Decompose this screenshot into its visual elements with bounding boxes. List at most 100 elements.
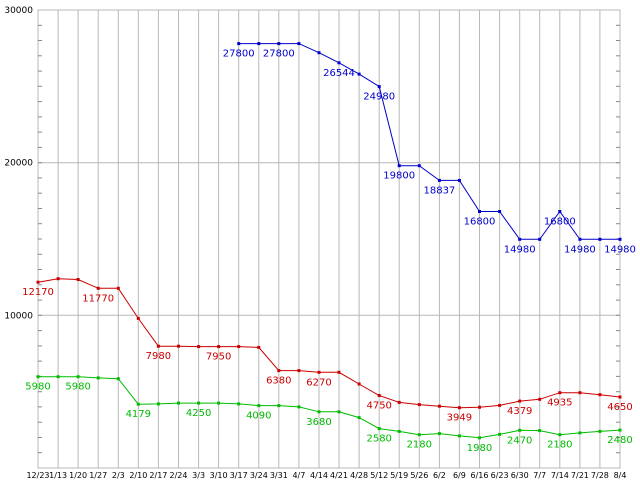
x-tick-label: 6/9 <box>453 471 466 480</box>
x-tick-label: 4/28 <box>350 471 368 480</box>
data-point <box>96 376 100 380</box>
data-point <box>116 377 120 381</box>
data-point <box>558 210 562 213</box>
data-point-label: 4379 <box>507 406 532 417</box>
x-tick-label: 3/24 <box>250 471 268 480</box>
x-tick-label: 6/16 <box>471 471 489 480</box>
data-point <box>217 345 221 349</box>
data-point <box>257 345 261 349</box>
data-point-label: 19800 <box>383 171 415 182</box>
x-tick-label: 2/10 <box>129 471 147 480</box>
data-point <box>377 427 381 431</box>
data-point <box>297 369 301 373</box>
data-point <box>417 403 421 407</box>
data-point <box>578 431 582 435</box>
data-point <box>478 210 481 213</box>
x-tick-label: 12/23 <box>26 471 49 480</box>
data-point-label: 7950 <box>206 352 231 363</box>
data-point-label: 3680 <box>306 417 331 428</box>
x-tick-label: 7/14 <box>551 471 569 480</box>
data-point <box>136 316 140 320</box>
x-tick-label: 7/7 <box>533 471 546 480</box>
data-point-label: 4650 <box>607 402 632 413</box>
x-tick-label: 6/30 <box>511 471 529 480</box>
data-point <box>538 237 542 241</box>
x-tick-label: 4/14 <box>310 471 328 480</box>
data-point <box>518 399 522 403</box>
data-point-label: 24980 <box>363 92 395 103</box>
data-point <box>538 397 542 401</box>
data-point-label: 2580 <box>366 434 391 445</box>
x-tick-label: 3/17 <box>230 471 248 480</box>
data-point <box>156 402 160 406</box>
data-point <box>357 72 361 76</box>
data-point <box>618 395 622 399</box>
data-point-label: 2470 <box>507 435 532 446</box>
x-tick-label: 1/13 <box>49 471 67 480</box>
data-point <box>136 402 140 406</box>
x-tick-label: 4/7 <box>292 471 305 480</box>
data-point <box>76 375 80 379</box>
data-point-label: 6380 <box>266 376 291 387</box>
data-point <box>478 405 481 409</box>
series-red: 12170 11770 7980 7950 6380 6270 4750 3949 4379 49… <box>22 277 633 424</box>
data-point <box>417 164 421 168</box>
data-point <box>197 345 201 349</box>
data-point <box>96 286 100 290</box>
data-point-label: 12170 <box>22 287 54 298</box>
data-point <box>437 432 441 436</box>
data-point <box>317 51 321 55</box>
x-tick-label: 2/24 <box>170 471 188 480</box>
data-point-label: 16800 <box>544 217 576 228</box>
data-point <box>518 428 522 432</box>
data-point <box>598 429 602 433</box>
data-point <box>457 406 461 410</box>
data-point <box>56 277 60 281</box>
data-point <box>558 433 562 437</box>
data-point-label: 3949 <box>447 413 472 424</box>
data-point <box>357 382 361 386</box>
data-point <box>337 61 341 65</box>
data-point <box>156 344 160 348</box>
data-point-label: 26544 <box>323 68 355 79</box>
y-tick-label: 30000 <box>4 6 33 16</box>
x-tick-label: 8/4 <box>614 471 627 480</box>
x-tick-label: 6/2 <box>433 471 446 480</box>
data-point <box>56 375 60 379</box>
data-point <box>277 42 281 46</box>
data-point-label: 2180 <box>547 440 572 451</box>
series-blue: 27800 27800 26544 24980 19800 18837 16800 14980… <box>223 42 636 255</box>
data-point <box>478 436 481 440</box>
data-point <box>397 164 401 168</box>
data-point-label: 4179 <box>126 409 151 420</box>
data-point <box>297 42 301 46</box>
data-point <box>337 410 341 414</box>
data-point <box>257 404 261 408</box>
data-point <box>377 85 381 89</box>
data-point <box>558 391 562 395</box>
x-tick-label: 2/3 <box>112 471 125 480</box>
series-green: 5980 5980 4179 4250 4090 3680 2580 2180 1980 2470… <box>25 375 633 454</box>
x-tick-label: 3/3 <box>192 471 205 480</box>
data-point-label: 4250 <box>186 408 211 419</box>
data-point <box>437 404 441 408</box>
data-point <box>457 434 461 438</box>
data-point <box>417 433 421 437</box>
data-point-label: 14980 <box>504 244 536 255</box>
data-point <box>76 278 80 281</box>
x-tick-label: 7/21 <box>571 471 589 480</box>
data-point <box>578 237 582 241</box>
data-point <box>277 404 281 408</box>
data-point-label: 1980 <box>467 443 492 454</box>
data-point <box>498 432 502 436</box>
x-tick-label: 2/17 <box>149 471 167 480</box>
y-tick-label: 10000 <box>4 311 33 321</box>
data-point <box>297 405 301 409</box>
data-point-label: 14980 <box>564 244 596 255</box>
data-point <box>237 42 241 46</box>
y-tick-label: 20000 <box>4 159 33 169</box>
data-point <box>457 178 461 182</box>
data-point-label: 27800 <box>263 49 295 60</box>
